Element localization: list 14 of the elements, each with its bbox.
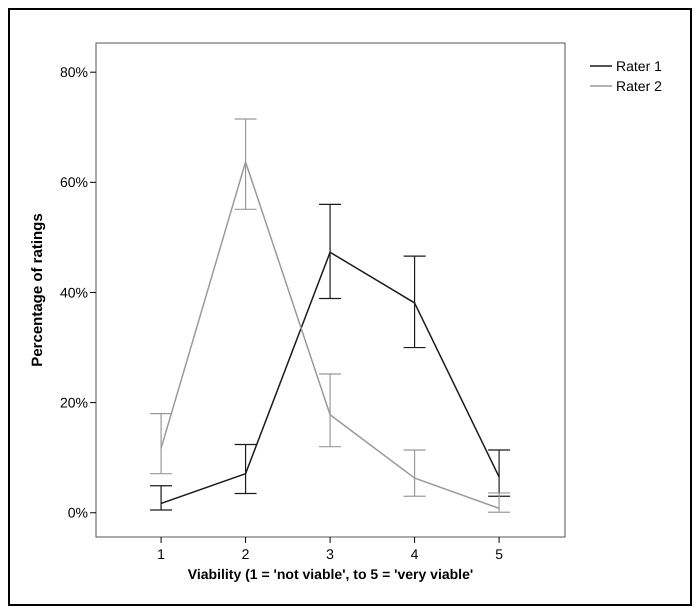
x-tick-label: 1 — [157, 546, 166, 562]
x-axis-title: Viability (1 = 'not viable', to 5 = 'very viable' — [188, 566, 474, 582]
y-tick-label: 60% — [60, 174, 88, 190]
y-axis-title: Percentage of ratings — [29, 213, 46, 367]
y-tick-label: 20% — [60, 394, 88, 411]
x-tick-label: 5 — [495, 546, 504, 562]
legend-label: Rater 1 — [616, 58, 662, 74]
y-tick-label: 0% — [68, 504, 88, 521]
x-tick-label: 2 — [242, 546, 250, 562]
legend-label: Rater 2 — [616, 78, 662, 94]
x-tick-label: 3 — [326, 546, 334, 562]
x-tick-label: 4 — [410, 546, 419, 562]
y-tick-label: 80% — [60, 64, 88, 80]
y-tick-label: 40% — [60, 284, 88, 300]
